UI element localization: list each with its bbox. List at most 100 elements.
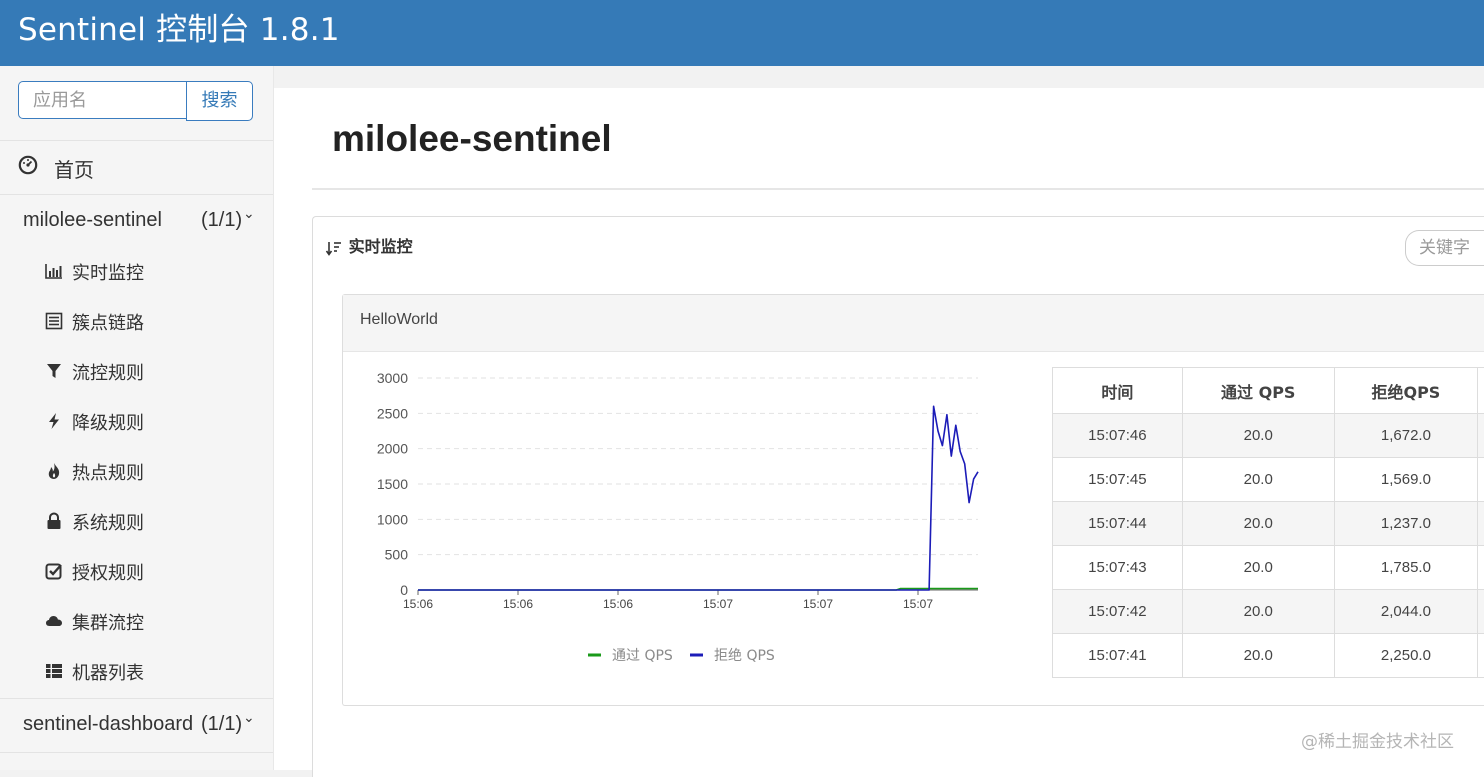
app-name: sentinel-dashboard xyxy=(23,713,193,736)
legend-label: 拒绝 QPS xyxy=(714,648,775,664)
app-group-sentinel-dashboard[interactable]: sentinel-dashboard (1/1) ⌄ xyxy=(0,699,273,751)
app-search: 搜索 xyxy=(18,81,254,121)
table-header-row: 时间 通过 QPS 拒绝QPS xyxy=(1053,368,1484,414)
y-tick-label: 3000 xyxy=(377,370,408,386)
sidebar-item-cluster-flow[interactable]: 集群流控 xyxy=(0,596,273,646)
cell-overflow xyxy=(1478,458,1484,502)
sidebar-item-cluster-point-link[interactable]: 簇点链路 xyxy=(0,296,273,346)
resource-card-header: HelloWorld xyxy=(343,295,1484,352)
sidebar-item-hotspot-rules[interactable]: 热点规则 xyxy=(0,446,273,496)
sort-amount-desc-icon xyxy=(325,240,343,256)
panel-header: 实时监控 xyxy=(325,233,413,257)
cell-overflow xyxy=(1478,590,1484,634)
table-row: 15:07:43 20.0 1,785.0 xyxy=(1053,546,1484,590)
resource-name: HelloWorld xyxy=(360,311,438,329)
sidebar-item-label: 系统规则 xyxy=(72,509,144,535)
app-title[interactable]: Sentinel 控制台 1.8.1 xyxy=(18,10,340,50)
cell-block-qps: 1,785.0 xyxy=(1334,546,1477,590)
sidebar: 搜索 首页 milolee-sentinel (1/1) ⌄ 实时监控 xyxy=(0,66,274,770)
lock-icon xyxy=(45,512,63,530)
y-tick-label: 500 xyxy=(385,547,409,563)
table-row: 15:07:42 20.0 2,044.0 xyxy=(1053,590,1484,634)
legend-label: 通过 QPS xyxy=(612,648,673,664)
qps-table: 时间 通过 QPS 拒绝QPS 15:07:46 20.0 1,672.0 15 xyxy=(1052,367,1484,678)
cell-time: 15:07:42 xyxy=(1053,590,1183,634)
filter-icon xyxy=(45,362,63,380)
machine-count: (1/1) xyxy=(201,713,242,736)
x-tick-label: 15:06 xyxy=(603,597,633,611)
sidebar-item-flow-rules[interactable]: 流控规则 xyxy=(0,346,273,396)
column-header[interactable]: 通过 QPS xyxy=(1182,368,1334,414)
cell-pass-qps: 20.0 xyxy=(1182,458,1334,502)
sidebar-item-label: 降级规则 xyxy=(72,409,144,435)
table-row: 15:07:46 20.0 1,672.0 xyxy=(1053,414,1484,458)
sidebar-item-machine-list[interactable]: 机器列表 xyxy=(0,646,273,696)
app-name: milolee-sentinel xyxy=(23,209,162,232)
cell-block-qps: 2,250.0 xyxy=(1334,634,1477,678)
list-icon xyxy=(45,312,63,330)
chevron-down-icon: ⌄ xyxy=(243,205,255,222)
cell-overflow xyxy=(1478,414,1484,458)
cell-pass-qps: 20.0 xyxy=(1182,590,1334,634)
cell-pass-qps: 20.0 xyxy=(1182,634,1334,678)
x-tick-label: 15:06 xyxy=(503,597,533,611)
cell-block-qps: 2,044.0 xyxy=(1334,590,1477,634)
flash-icon xyxy=(45,412,63,430)
cell-overflow xyxy=(1478,502,1484,546)
main-content: milolee-sentinel 实时监控 HelloWorld 0500100… xyxy=(274,88,1484,770)
cell-pass-qps: 20.0 xyxy=(1182,414,1334,458)
cell-time: 15:07:45 xyxy=(1053,458,1183,502)
realtime-monitor-panel: 实时监控 HelloWorld 050010001500200025003000… xyxy=(312,216,1484,777)
sidebar-item-system-rules[interactable]: 系统规则 xyxy=(0,496,273,546)
cloud-icon xyxy=(45,612,63,630)
sidebar-item-degrade-rules[interactable]: 降级规则 xyxy=(0,396,273,446)
divider xyxy=(0,752,273,753)
watermark: @稀土掘金技术社区 xyxy=(1301,727,1454,752)
y-tick-label: 2500 xyxy=(377,405,408,421)
sidebar-item-realtime-monitor[interactable]: 实时监控 xyxy=(0,246,273,296)
sidebar-item-label: 簇点链路 xyxy=(72,309,144,335)
y-tick-label: 1500 xyxy=(377,476,408,492)
cell-pass-qps: 20.0 xyxy=(1182,546,1334,590)
cell-time: 15:07:46 xyxy=(1053,414,1183,458)
x-tick-label: 15:07 xyxy=(703,597,733,611)
cell-time: 15:07:43 xyxy=(1053,546,1183,590)
sidebar-item-label: 机器列表 xyxy=(72,659,144,685)
dashboard-icon xyxy=(18,155,38,175)
y-tick-label: 2000 xyxy=(377,441,408,457)
panel-title: 实时监控 xyxy=(349,237,413,256)
bar-chart-icon xyxy=(45,262,63,280)
column-header-overflow xyxy=(1478,368,1484,414)
check-square-icon xyxy=(45,562,63,580)
search-button[interactable]: 搜索 xyxy=(186,81,253,121)
sidebar-item-label: 实时监控 xyxy=(72,259,144,285)
sidebar-item-label: 首页 xyxy=(54,154,94,183)
fire-icon xyxy=(45,462,63,480)
cell-time: 15:07:44 xyxy=(1053,502,1183,546)
x-tick-label: 15:07 xyxy=(803,597,833,611)
app-group-milolee-sentinel[interactable]: milolee-sentinel (1/1) ⌄ xyxy=(0,195,273,247)
y-tick-label: 1000 xyxy=(377,511,408,527)
app-search-input[interactable] xyxy=(18,81,186,119)
keyword-search-input[interactable] xyxy=(1405,230,1484,266)
cell-pass-qps: 20.0 xyxy=(1182,502,1334,546)
divider xyxy=(312,188,1484,190)
cell-block-qps: 1,569.0 xyxy=(1334,458,1477,502)
table-row: 15:07:45 20.0 1,569.0 xyxy=(1053,458,1484,502)
sidebar-item-home[interactable]: 首页 xyxy=(0,141,273,193)
column-header[interactable]: 时间 xyxy=(1053,368,1183,414)
cell-time: 15:07:41 xyxy=(1053,634,1183,678)
sidebar-item-authority-rules[interactable]: 授权规则 xyxy=(0,546,273,596)
top-navbar: Sentinel 控制台 1.8.1 xyxy=(0,0,1484,66)
chevron-down-icon: ⌄ xyxy=(243,709,255,726)
sidebar-item-label: 热点规则 xyxy=(72,459,144,485)
column-header[interactable]: 拒绝QPS xyxy=(1334,368,1477,414)
sidebar-item-label: 授权规则 xyxy=(72,559,144,585)
cell-overflow xyxy=(1478,634,1484,678)
sidebar-item-label: 集群流控 xyxy=(72,609,144,635)
sidebar-item-label: 流控规则 xyxy=(72,359,144,385)
x-tick-label: 15:07 xyxy=(903,597,933,611)
th-list-icon xyxy=(45,662,63,680)
